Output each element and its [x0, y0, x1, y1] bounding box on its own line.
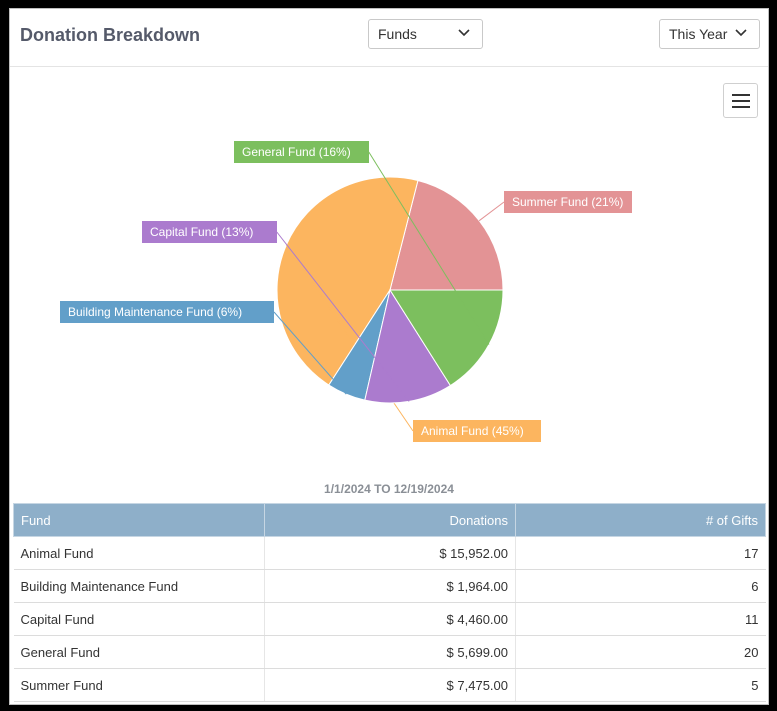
column-header-gifts[interactable]: # of Gifts — [515, 503, 766, 537]
fund-cell: Summer Fund — [13, 668, 265, 702]
column-header-donations[interactable]: Donations — [264, 503, 516, 537]
gifts-cell: 20 — [515, 635, 766, 669]
slice-label-box — [413, 420, 541, 442]
funds-dropdown[interactable]: Funds — [368, 19, 483, 49]
gifts-cell: 5 — [515, 668, 766, 702]
gifts-cell: 11 — [515, 602, 766, 636]
table-row: Animal Fund $ 15,952.00 17 — [13, 536, 766, 570]
fund-cell: Capital Fund — [13, 602, 265, 636]
donations-cell: $ 15,952.00 — [264, 536, 516, 570]
panel-header: Donation Breakdown Funds This Year — [10, 9, 768, 67]
table-row: Summer Fund $ 7,475.00 5 — [13, 668, 766, 702]
hamburger-menu-icon — [732, 94, 750, 108]
table-header-row: Fund Donations # of Gifts — [13, 503, 766, 537]
pie-chart: Summer Fund (21%) Animal Fund (45%) Buildi… — [60, 141, 632, 442]
fund-cell: General Fund — [13, 635, 265, 669]
fund-cell: Animal Fund — [13, 536, 265, 570]
slice-connector-line — [276, 231, 410, 402]
column-header-fund[interactable]: Fund — [13, 503, 265, 537]
chart-menu-button[interactable] — [723, 83, 758, 118]
slice-label-animal-fund: Animal Fund (45%) — [421, 424, 524, 438]
slice-label-general-fund: General Fund (16%) — [242, 145, 351, 159]
period-dropdown-value: This Year — [669, 26, 728, 42]
slice-label-summer-fund: Summer Fund (21%) — [512, 195, 623, 209]
period-dropdown[interactable]: This Year — [659, 19, 760, 49]
chevron-down-icon — [735, 29, 747, 37]
table-row: Capital Fund $ 4,460.00 11 — [13, 602, 766, 636]
donations-cell: $ 4,460.00 — [264, 602, 516, 636]
slice-label-box — [60, 301, 274, 323]
gifts-cell: 17 — [515, 536, 766, 570]
slice-label-box — [142, 221, 277, 243]
slice-label-capital-fund: Capital Fund (13%) — [150, 225, 253, 239]
donation-breakdown-panel: Donation Breakdown Funds This Year Summe… — [9, 8, 769, 705]
funds-dropdown-value: Funds — [378, 26, 417, 42]
slice-label-box — [504, 191, 632, 213]
slice-connector-line — [368, 151, 490, 345]
slice-connector-line — [273, 311, 347, 395]
donations-cell: $ 5,699.00 — [264, 635, 516, 669]
gifts-cell: 6 — [515, 569, 766, 603]
chart-date-range: 1/1/2024 TO 12/19/2024 — [324, 482, 454, 496]
slice-label-building-maintenance-fund: Building Maintenance Fund (6%) — [68, 305, 242, 319]
slice-label-box — [234, 141, 369, 163]
donations-cell: $ 1,964.00 — [264, 569, 516, 603]
pie-slice-summer-fund[interactable] — [389, 179, 504, 291]
donations-table: Fund Donations # of Gifts Animal Fund $ … — [13, 503, 766, 702]
page-title: Donation Breakdown — [20, 25, 201, 45]
table-row: General Fund $ 5,699.00 20 — [13, 635, 766, 669]
donations-cell: $ 7,475.00 — [264, 668, 516, 702]
table-row: Building Maintenance Fund $ 1,964.00 6 — [13, 569, 766, 603]
chevron-down-icon — [458, 29, 470, 37]
slice-connector-line — [478, 201, 505, 222]
fund-cell: Building Maintenance Fund — [13, 569, 265, 603]
